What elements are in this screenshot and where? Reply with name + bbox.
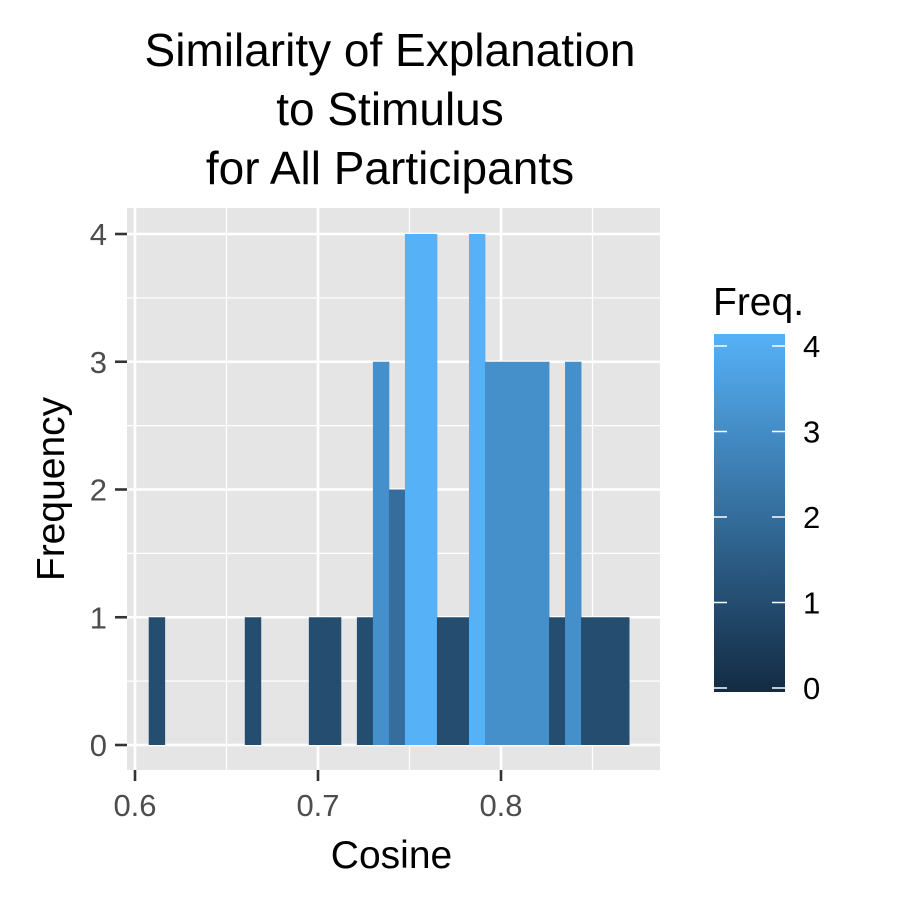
y-tick-label: 1	[90, 600, 107, 635]
histogram-bar	[420, 234, 438, 745]
histogram-bar	[372, 361, 390, 745]
histogram-bar	[565, 361, 582, 745]
y-tick-label: 2	[90, 473, 107, 508]
histogram-bar	[549, 617, 566, 745]
histogram-bar	[356, 617, 374, 745]
histogram-bar	[533, 361, 550, 745]
x-tick-label: 0.6	[113, 788, 156, 823]
histogram-bar	[404, 234, 422, 745]
histogram-bar	[468, 234, 486, 745]
legend-label: 4	[803, 329, 820, 364]
legend: Freq. 0 1 2 3 4	[713, 281, 820, 706]
histogram-bar	[148, 617, 166, 745]
histogram-bar	[484, 361, 502, 745]
legend-ticks: 0 1 2 3 4	[714, 329, 820, 706]
x-tick-label: 0.8	[479, 788, 522, 823]
legend-title: Freq.	[713, 281, 804, 324]
histogram-bar	[244, 617, 262, 745]
legend-colorbar	[714, 334, 785, 692]
histogram-bar	[308, 617, 326, 745]
legend-label: 3	[803, 415, 820, 450]
y-tick-label: 4	[90, 217, 107, 252]
legend-label: 1	[803, 586, 820, 621]
histogram-bar	[452, 617, 470, 745]
legend-label: 0	[803, 671, 820, 706]
y-axis-label: Frequency	[30, 396, 73, 581]
axes: 0 1 2 3 4 0.6 0.7 0.8	[90, 217, 523, 823]
histogram-bar	[324, 617, 342, 745]
histogram-bar	[597, 617, 614, 745]
x-axis-label: Cosine	[331, 834, 452, 877]
y-tick-label: 0	[90, 728, 107, 763]
histogram-bar	[388, 489, 406, 745]
histogram-bar	[501, 361, 518, 745]
legend-label: 2	[803, 500, 820, 535]
bars	[148, 234, 630, 745]
chart-title-line-3: for All Participants	[205, 142, 575, 194]
histogram-bar	[581, 617, 598, 745]
y-tick-label: 3	[90, 345, 107, 380]
chart-title-line-1: Similarity of Explanation	[144, 24, 636, 76]
histogram-bar	[613, 617, 630, 745]
histogram-bar	[436, 617, 454, 745]
x-tick-label: 0.7	[296, 788, 339, 823]
chart-title-line-2: to Stimulus	[276, 83, 504, 135]
histogram-bar	[517, 361, 534, 745]
